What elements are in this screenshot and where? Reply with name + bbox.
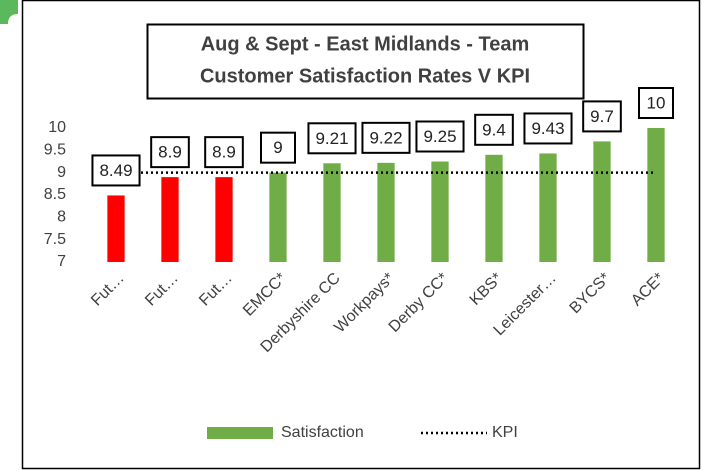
data-label: 8.49 <box>99 161 132 180</box>
y-tick-label: 9.5 <box>44 142 66 159</box>
data-label-box <box>150 136 190 169</box>
bar <box>107 195 125 262</box>
bar <box>377 162 395 262</box>
y-tick-label: 10 <box>48 119 66 136</box>
data-label-box <box>523 112 573 145</box>
y-tick-label: 9 <box>57 164 66 181</box>
data-label: 8.9 <box>158 143 182 162</box>
bar <box>215 177 233 262</box>
bar <box>485 154 503 262</box>
data-label-box <box>638 87 674 119</box>
data-label: 9.21 <box>315 129 348 148</box>
data-label: 8.9 <box>212 143 236 162</box>
data-label-box <box>361 121 411 154</box>
legend-label: Satisfaction <box>281 424 364 441</box>
y-tick-label: 7.5 <box>44 231 66 248</box>
chart-title: Customer Satisfaction Rates V KPI <box>200 65 530 87</box>
y-tick-label: 8 <box>57 209 66 226</box>
data-label-box <box>415 120 465 153</box>
bar <box>269 172 287 262</box>
data-label-box <box>260 131 296 164</box>
title-box <box>146 23 585 100</box>
bar <box>647 128 665 262</box>
legend-swatch <box>207 427 273 439</box>
chart-border <box>21 0 701 470</box>
data-label-box <box>91 154 141 187</box>
data-label-box <box>307 122 357 155</box>
data-label-box <box>204 136 244 169</box>
bar <box>323 163 341 262</box>
data-label: 9.25 <box>423 127 456 146</box>
data-label: 9.22 <box>369 128 402 147</box>
data-label-box <box>474 113 514 146</box>
bar <box>431 161 449 262</box>
bar <box>161 177 179 262</box>
data-label: 9.7 <box>590 107 614 126</box>
data-label: 9.4 <box>482 120 506 139</box>
data-label-box <box>582 100 622 133</box>
data-label: 9 <box>273 138 282 157</box>
chart-title: Aug & Sept - East Midlands - Team <box>201 33 530 55</box>
data-label: 9.43 <box>531 119 564 138</box>
y-tick-label: 8.5 <box>44 186 66 203</box>
bar <box>539 153 557 262</box>
data-label: 10 <box>647 93 666 112</box>
bar <box>593 141 611 262</box>
legend-label: KPI <box>492 424 518 441</box>
y-tick-label: 7 <box>57 253 66 270</box>
corner-decoration <box>0 0 18 24</box>
